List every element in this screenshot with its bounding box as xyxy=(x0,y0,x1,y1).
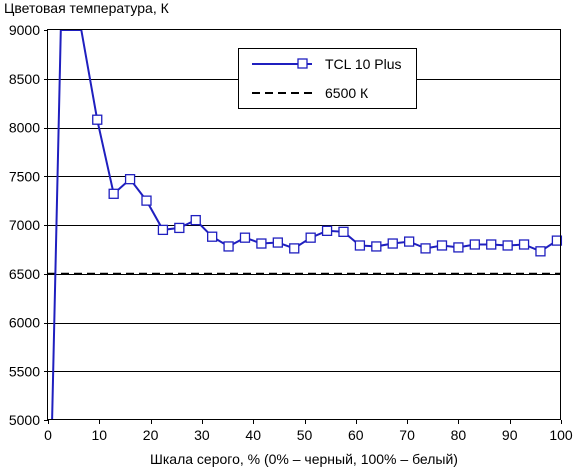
tcl-data-point xyxy=(190,214,201,226)
tcl-data-point xyxy=(371,241,382,252)
tcl-data-point xyxy=(305,232,316,243)
y-axis-label: Цветовая температура, К xyxy=(4,0,170,16)
tcl-data-point xyxy=(502,240,513,251)
tcl-data-point xyxy=(124,174,136,185)
x-axis-label: Шкала серого, % (0% – черный, 100% – бел… xyxy=(150,451,458,467)
y-tick-label: 5500 xyxy=(9,363,40,379)
x-tick-label: 30 xyxy=(194,427,210,443)
plot-series xyxy=(48,30,563,420)
tcl-data-point xyxy=(141,195,152,206)
tcl-data-point xyxy=(157,224,169,236)
tcl-data-point xyxy=(486,239,497,250)
legend-marker-tcl xyxy=(297,58,308,69)
gridlines xyxy=(48,79,561,372)
x-tick-label: 70 xyxy=(399,427,415,443)
axis-ticks: 5000 5500 6000 6500 7000 7500 8000 8500 9000 0 10 2… xyxy=(9,22,573,443)
y-tick-label: 6500 xyxy=(9,266,40,282)
tcl-data-point xyxy=(256,238,267,249)
y-tick-label: 5000 xyxy=(9,412,40,428)
tcl-data-point xyxy=(420,243,431,254)
tcl-data-point xyxy=(321,225,333,237)
tcl-data-point xyxy=(289,243,300,254)
x-tick-label: 40 xyxy=(245,427,261,443)
tcl-data-point xyxy=(518,239,530,250)
tcl-data-point xyxy=(387,238,398,249)
tcl-data-point xyxy=(338,226,349,237)
tcl-data-point xyxy=(108,188,119,199)
plot-frame xyxy=(47,29,561,420)
y-tick-label: 7500 xyxy=(9,168,40,184)
tcl-data-point xyxy=(272,237,283,248)
tcl-data-point xyxy=(469,239,480,250)
tcl-data-point xyxy=(92,114,103,125)
tcl-data-point xyxy=(207,231,218,242)
tcl-data-point xyxy=(239,232,251,243)
legend-label-tcl: TCL 10 Plus xyxy=(325,56,402,72)
legend-label-reference: 6500 К xyxy=(325,85,369,101)
tcl-data-point xyxy=(551,235,563,246)
tcl-data-point xyxy=(404,236,415,247)
tcl-data-point xyxy=(453,242,464,253)
tcl-data-point xyxy=(354,240,366,251)
x-tick-label: 100 xyxy=(549,427,573,443)
x-tick-label: 20 xyxy=(143,427,159,443)
tcl-data-point xyxy=(223,241,234,252)
x-tick-label: 10 xyxy=(92,427,108,443)
legend-box xyxy=(238,48,417,109)
tcl-data-point xyxy=(436,240,448,251)
y-tick-label: 7000 xyxy=(9,217,40,233)
tcl-data-point xyxy=(535,246,546,257)
legend: TCL 10 Plus 6500 К xyxy=(238,48,417,109)
y-tick-label: 8500 xyxy=(9,71,40,87)
x-tick-label: 60 xyxy=(348,427,364,443)
x-tick-label: 90 xyxy=(502,427,518,443)
x-tick-label: 0 xyxy=(44,427,52,443)
x-tick-label: 80 xyxy=(451,427,467,443)
y-tick-label: 9000 xyxy=(9,22,40,38)
tcl-data-point xyxy=(174,222,185,234)
y-tick-label: 6000 xyxy=(9,315,40,331)
x-tick-label: 50 xyxy=(297,427,313,443)
y-tick-label: 8000 xyxy=(9,120,40,136)
